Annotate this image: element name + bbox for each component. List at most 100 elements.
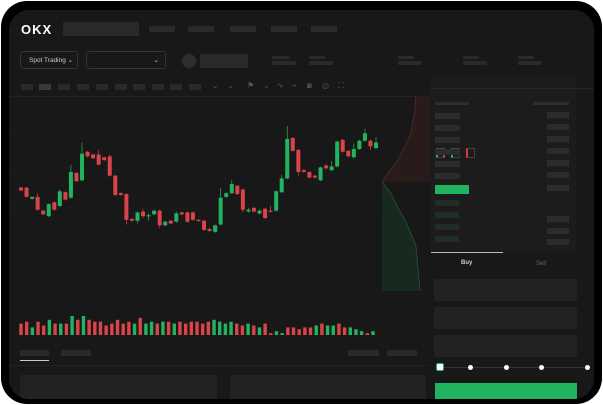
- nav-item[interactable]: [271, 26, 297, 32]
- timeframe-button[interactable]: [170, 84, 182, 90]
- timeframe-button[interactable]: [21, 84, 33, 90]
- volume-bar: [155, 323, 159, 335]
- okx-logo: OKX: [21, 22, 53, 37]
- slider-step-75[interactable]: [539, 365, 544, 370]
- ask-price: [435, 113, 460, 119]
- volume-bar: [138, 317, 142, 335]
- nav-item[interactable]: [230, 26, 256, 32]
- candle-body: [30, 196, 35, 199]
- price-input[interactable]: [434, 279, 577, 301]
- chevron-down-icon[interactable]: ⌄: [263, 81, 270, 90]
- candle-body: [324, 165, 329, 169]
- candlestick-chart[interactable]: [9, 96, 381, 336]
- volume-bar: [127, 321, 131, 335]
- stat-value: [518, 61, 542, 65]
- candle-body: [74, 172, 79, 182]
- tab-order-history[interactable]: [61, 350, 91, 356]
- tab-open-orders[interactable]: [20, 350, 49, 356]
- timeframe-button[interactable]: [77, 84, 89, 90]
- pair-dropdown[interactable]: ⌄: [86, 51, 166, 69]
- candle-body: [318, 167, 323, 181]
- bid-depth-area: [382, 182, 420, 291]
- candle-body: [357, 140, 362, 149]
- slider-step-50[interactable]: [504, 365, 509, 370]
- settings-icon[interactable]: ◎: [322, 81, 329, 90]
- slider-step-100[interactable]: [585, 365, 590, 370]
- volume-bar: [269, 333, 273, 335]
- candle-body: [251, 207, 256, 212]
- volume-bar: [121, 323, 125, 335]
- amount-input[interactable]: [434, 307, 577, 329]
- volume-bar: [59, 323, 63, 335]
- candle-body: [229, 183, 234, 194]
- volume-bar: [178, 321, 182, 335]
- candle-body: [46, 204, 51, 217]
- slider-step-25[interactable]: [468, 365, 473, 370]
- candle-body: [185, 212, 190, 222]
- volume-bar: [98, 321, 103, 335]
- volume-bar: [320, 323, 324, 335]
- book-header-amount: [533, 102, 569, 105]
- fullscreen-icon[interactable]: ⛶: [338, 81, 344, 90]
- timeframe-button[interactable]: [133, 84, 145, 90]
- volume-bar: [280, 333, 284, 335]
- ask-amount: [547, 172, 569, 178]
- candle-body: [335, 141, 340, 167]
- candle-body: [146, 215, 151, 217]
- timeframe-button[interactable]: [152, 84, 164, 90]
- indicator-icon[interactable]: ⚑: [247, 81, 255, 90]
- stat-label: [309, 56, 325, 59]
- nav-item[interactable]: [188, 26, 214, 32]
- volume-bar: [115, 319, 120, 335]
- bid-amount: [547, 228, 569, 234]
- camera-icon[interactable]: ◙: [307, 81, 312, 90]
- volume-bar: [132, 323, 137, 335]
- bid-price: [435, 200, 459, 206]
- divider: [9, 96, 429, 97]
- stat-label: [398, 56, 414, 59]
- ask-amount: [547, 136, 569, 142]
- filter-button[interactable]: [348, 350, 379, 356]
- tab-sell[interactable]: Sell: [536, 261, 547, 267]
- candle-body: [224, 193, 229, 197]
- nav-item[interactable]: [149, 26, 175, 32]
- timeframe-button[interactable]: [58, 84, 70, 90]
- volume-bar: [206, 321, 211, 335]
- nav-item[interactable]: [311, 26, 337, 32]
- candle-body: [207, 229, 212, 231]
- buy-button[interactable]: [435, 383, 577, 399]
- ask-price: [435, 137, 460, 143]
- volume-bar: [195, 321, 199, 335]
- candle-body: [351, 149, 356, 158]
- volume-bar: [257, 327, 262, 335]
- volume-bar: [297, 329, 301, 335]
- stat-value: [309, 61, 333, 65]
- line-tool-icon[interactable]: ∿: [277, 81, 284, 90]
- coin-icon: [182, 54, 196, 68]
- spot-trading-dropdown[interactable]: Spot Trading ⌄: [20, 51, 78, 69]
- total-input[interactable]: [434, 335, 577, 357]
- filter-button[interactable]: [387, 350, 417, 356]
- slider-handle[interactable]: [436, 363, 444, 371]
- chart-type-icon[interactable]: ⌄: [212, 81, 219, 90]
- candle-body: [268, 210, 273, 212]
- candle-body: [246, 209, 251, 212]
- ask-amount: [547, 124, 569, 130]
- timeframe-button-active[interactable]: [39, 84, 51, 90]
- chevron-down-icon[interactable]: ⌄: [227, 81, 234, 90]
- ruler-icon[interactable]: ⌁: [292, 81, 297, 90]
- tab-buy[interactable]: Buy: [461, 260, 473, 266]
- search-bar[interactable]: [63, 22, 139, 36]
- candle-body: [179, 212, 184, 215]
- volume-bar: [189, 321, 194, 335]
- amount-slider[interactable]: [439, 367, 589, 368]
- timeframe-button[interactable]: [115, 84, 127, 90]
- candle-body: [113, 175, 118, 195]
- book-view-asks-icon[interactable]: [466, 148, 475, 158]
- timeframe-button[interactable]: [189, 84, 201, 90]
- volume-bar: [76, 319, 80, 335]
- volume-bar: [218, 321, 222, 335]
- timeframe-button[interactable]: [96, 84, 108, 90]
- candle-body: [329, 166, 334, 171]
